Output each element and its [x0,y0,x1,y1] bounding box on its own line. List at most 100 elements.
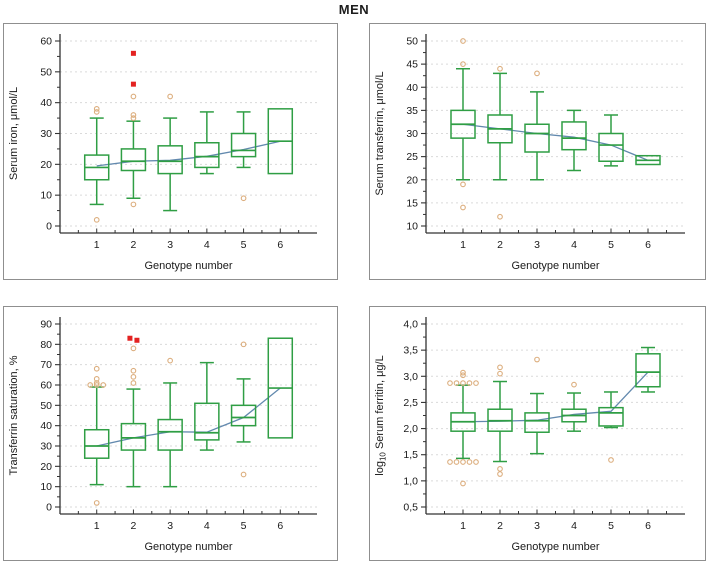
outlier-point [167,93,173,100]
outlier-point [130,115,137,121]
outlier-point [453,459,460,465]
box [635,353,661,388]
outlier-point [460,369,466,376]
outlier-point [100,382,107,388]
box [524,123,550,153]
outlier-point [130,345,137,352]
outlier-point [240,341,247,348]
outlier-point [93,500,100,506]
y-tick-label: 50 [40,66,52,78]
y-tick-label: 3,0 [403,371,418,383]
x-tick-label: 2 [497,520,503,532]
x-tick-label: 4 [571,520,577,532]
outlier-point [608,457,614,463]
x-tick-label: 4 [571,239,577,251]
outlier-point [130,112,137,118]
y-tick-label: 0 [46,221,52,233]
x-axis-label: Genotype number [144,541,232,553]
y-tick-label: 60 [40,36,52,48]
outlier-point [130,93,137,100]
x-tick-label: 2 [497,239,503,251]
outlier-point [460,38,466,44]
box [230,132,257,158]
x-tick-label: 6 [645,520,651,532]
x-axis-label: Genotype number [511,260,599,272]
y-tick-label: 50 [40,400,52,412]
y-tick-label: 90 [40,319,52,331]
x-tick-label: 1 [460,520,466,532]
y-tick-label: 25 [406,151,418,163]
panel-serum-iron: 0 10 20 30 40 50 60 1 2 3 4 5 6 Genotype number Serum … [3,23,338,280]
box [524,412,550,433]
trend-line [96,387,281,447]
outlier-point [497,465,503,472]
x-tick-label: 3 [534,520,540,532]
x-tick-label: 1 [94,239,100,251]
outlier-point [460,459,466,465]
x-tick-label: 5 [608,520,614,532]
x-tick-label: 1 [460,239,466,251]
y-tick-label: 45 [406,59,418,71]
outlier-point [453,380,460,386]
y-tick-label: 70 [40,359,52,371]
box [120,422,147,451]
y-tick-label: 0 [46,502,52,514]
outlier-point [93,382,100,388]
outlier-point [534,356,540,363]
box [230,404,257,427]
x-tick-label: 2 [131,239,137,251]
y-tick-label: 10 [40,481,52,493]
y-tick-label: 20 [40,159,52,171]
y-tick-label: 2,0 [403,423,418,435]
outlier-point [447,459,453,465]
boxplot-transferrin-saturation-chart: 0 10 20 30 40 50 60 70 80 90 1 2 3 4 5 6 Genotype number… [8,317,317,553]
y-tick-label: 2,5 [403,397,418,409]
box [157,145,183,175]
outlier-point [497,213,503,220]
x-tick-label: 1 [94,520,100,532]
x-tick-label: 4 [204,239,210,251]
y-axis-label: Transferrin saturation, % [8,355,20,475]
outlier-point [447,380,453,386]
boxplot-log-serum-ferritin-chart: 0,5 1,0 1,5 2,0 2,5 3,0 3,5 4,0 1 2 3 4 5 6 Genotype n… [374,317,685,553]
y-tick-label: 4,0 [403,319,418,331]
extreme-point [130,50,136,56]
y-axis-label: log10 Serum ferritin, μg/L [374,355,388,475]
y-tick-label: 40 [406,82,418,94]
x-tick-label: 6 [277,520,283,532]
y-tick-label: 20 [406,174,418,186]
y-tick-label: 35 [406,105,418,117]
y-tick-label: 3,5 [403,345,418,357]
panel-log-serum-ferritin: 0,5 1,0 1,5 2,0 2,5 3,0 3,5 4,0 1 2 3 4 5 6 Genotype n… [369,306,706,561]
panel-transferrin-saturation: 0 10 20 30 40 50 60 70 80 90 1 2 3 4 5 6 Genotype number… [3,306,338,561]
outlier-point [130,380,137,386]
outlier-point [466,459,473,465]
outlier-point [93,105,100,112]
outlier-point [473,459,479,465]
y-tick-label: 30 [40,441,52,453]
outlier-point [240,195,247,202]
box [598,132,624,162]
trend-line [96,140,281,167]
outlier-point [497,65,503,72]
outlier-point [87,382,94,388]
y-tick-label: 40 [40,420,52,432]
y-tick-label: 10 [406,221,418,233]
outlier-point [460,380,466,386]
outlier-point [93,365,100,372]
x-tick-label: 3 [534,239,540,251]
y-tick-label: 1,0 [403,475,418,487]
outlier-point [460,181,466,188]
outlier-point [167,357,173,364]
y-tick-label: 30 [406,128,418,140]
extreme-point [127,335,133,341]
y-tick-label: 50 [406,36,418,48]
x-tick-label: 2 [131,520,137,532]
y-tick-label: 15 [406,197,418,209]
outlier-point [497,471,503,477]
x-tick-label: 5 [608,239,614,251]
x-tick-label: 3 [167,520,173,532]
outlier-point [93,216,100,223]
